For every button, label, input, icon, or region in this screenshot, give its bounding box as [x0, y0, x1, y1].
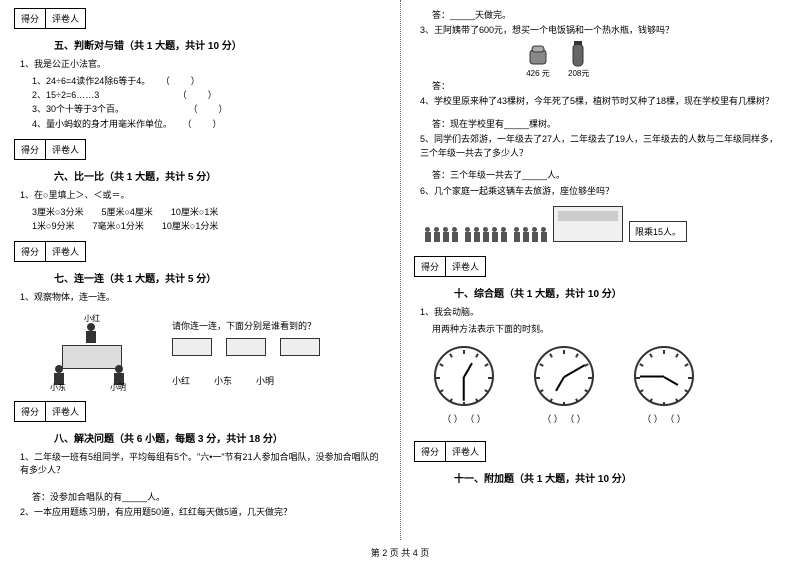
- score-label: 得分: [15, 9, 46, 28]
- clock-2: （ ） （ ）: [534, 346, 594, 425]
- s5-item-1: 1、24÷6=4读作24除6等于4。（）: [32, 74, 386, 88]
- s8-a2: 答：_____天做完。: [432, 8, 786, 22]
- big-bus-icon: [553, 206, 623, 242]
- section-6-title: 六、比一比（共 1 大题，共计 5 分）: [54, 168, 386, 183]
- bus-views: 请你连一连，下面分别是谁看到的？ 小红 小东 小明: [172, 319, 320, 387]
- s5-item-3: 3、30个十等于3个百。（）: [32, 102, 386, 116]
- rice-cooker-icon: 426 元: [524, 40, 552, 79]
- s6-row2: 1米○9分米7毫米○1分米10厘米○1分米: [32, 219, 386, 233]
- s8-q5: 5、同学们去郊游，一年级去了27人，二年级去了19人，三年级去的人数与二年级同样…: [420, 133, 786, 160]
- reviewer-label: 评卷人: [46, 9, 85, 28]
- score-box-6: 得分 评卷人: [14, 139, 86, 160]
- score-box-8: 得分 评卷人: [14, 401, 86, 422]
- bus-view-2: [226, 338, 266, 356]
- s6-row1: 3厘米○3分米5厘米○4厘米10厘米○1米: [32, 205, 386, 219]
- bus-view-3: [280, 338, 320, 356]
- crowd-3: [513, 227, 547, 242]
- left-column: 得分 评卷人 五、判断对与错（共 1 大题，共计 10 分） 1、我是公正小法官…: [0, 0, 400, 540]
- section-10-title: 十、综合题（共 1 大题，共计 10 分）: [454, 285, 786, 300]
- bus-scene: 小红 小东 小明: [32, 313, 152, 393]
- s5-lead: 1、我是公正小法官。: [20, 58, 386, 72]
- section-8-title: 八、解决问题（共 6 小题，每题 3 分，共计 18 分）: [54, 430, 386, 445]
- score-box-10: 得分 评卷人: [414, 256, 486, 277]
- clock-3: （ ） （ ）: [634, 346, 694, 425]
- page-footer: 第 2 页 共 4 页: [0, 546, 800, 559]
- s8-q6: 6、几个家庭一起乘这辆车去旅游，座位够坐吗？: [420, 185, 786, 199]
- s8-a4: 答：现在学校里有_____棵树。: [432, 117, 786, 131]
- s10-lead: 1、我会动脑。: [420, 306, 786, 320]
- bus-view-1: [172, 338, 212, 356]
- s8-q2: 2、一本应用题练习册，有应用题50道，红红每天做5道，几天做完？: [20, 506, 386, 520]
- s7-lead: 1、观察物体，连一连。: [20, 291, 386, 305]
- s10-sub: 用两种方法表示下面的时刻。: [432, 322, 786, 336]
- right-column: 答：_____天做完。 3、王阿姨带了600元，想买一个电饭锅和一个热水瓶，钱够…: [400, 0, 800, 540]
- bus-limit: 限乘15人。: [629, 221, 687, 242]
- s8-a5: 答：三个年级一共去了_____人。: [432, 168, 786, 182]
- clocks-row: （ ） （ ） （ ） （ ） （ ） （ ）: [434, 346, 766, 425]
- s8-q4: 4、学校里原来种了43棵树，今年死了5棵，植树节时又种了18棵，现在学校里有几棵…: [420, 95, 786, 109]
- s5-item-4: 4、量小蚂蚁的身才用毫米作单位。（）: [32, 117, 386, 131]
- score-box-11: 得分 评卷人: [414, 441, 486, 462]
- s8-a1: 答：没参加合唱队的有_____人。: [32, 490, 386, 504]
- column-divider: [400, 0, 401, 540]
- people-bus-figure: 限乘15人。: [424, 206, 776, 242]
- s7-figure: 小红 小东 小明 请你连一连，下面分别是谁看到的？ 小红 小东 小明: [32, 313, 368, 393]
- section-7-title: 七、连一连（共 1 大题，共计 5 分）: [54, 270, 386, 285]
- s5-item-2: 2、15÷2=6……3（）: [32, 88, 386, 102]
- crowd-1: [424, 227, 458, 242]
- appliances: 426 元 208元: [524, 40, 589, 79]
- section-11-title: 十一、附加题（共 1 大题，共计 10 分）: [454, 470, 786, 485]
- crowd-2: [464, 227, 507, 242]
- section-5-title: 五、判断对与错（共 1 大题，共计 10 分）: [54, 37, 386, 52]
- person-top: [84, 323, 98, 343]
- score-box-7: 得分 评卷人: [14, 241, 86, 262]
- s8-a3: 答：: [432, 79, 786, 93]
- s8-q3: 3、王阿姨带了600元，想买一个电饭锅和一个热水瓶，钱够吗？: [420, 24, 786, 38]
- thermos-icon: 208元: [568, 40, 589, 79]
- clock-1: （ ） （ ）: [434, 346, 494, 425]
- s6-lead: 1、在○里填上＞、＜或＝。: [20, 189, 386, 203]
- s8-q1: 1、二年级一班有5组同学，平均每组有5个。"六•一"节有21人参加合唱队，没参加…: [20, 451, 386, 478]
- score-box-5: 得分 评卷人: [14, 8, 86, 29]
